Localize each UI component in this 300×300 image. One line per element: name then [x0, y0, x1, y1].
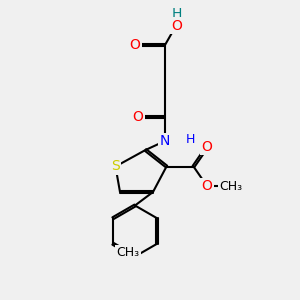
Text: H: H — [172, 7, 182, 20]
Text: O: O — [202, 179, 212, 193]
Text: O: O — [172, 19, 182, 32]
Text: CH₃: CH₃ — [116, 246, 140, 259]
Text: O: O — [133, 110, 143, 124]
Text: H: H — [186, 133, 195, 146]
Text: N: N — [160, 134, 170, 148]
Text: CH₃: CH₃ — [219, 179, 243, 193]
Text: S: S — [111, 160, 120, 173]
Text: O: O — [130, 38, 140, 52]
Text: O: O — [202, 140, 212, 154]
